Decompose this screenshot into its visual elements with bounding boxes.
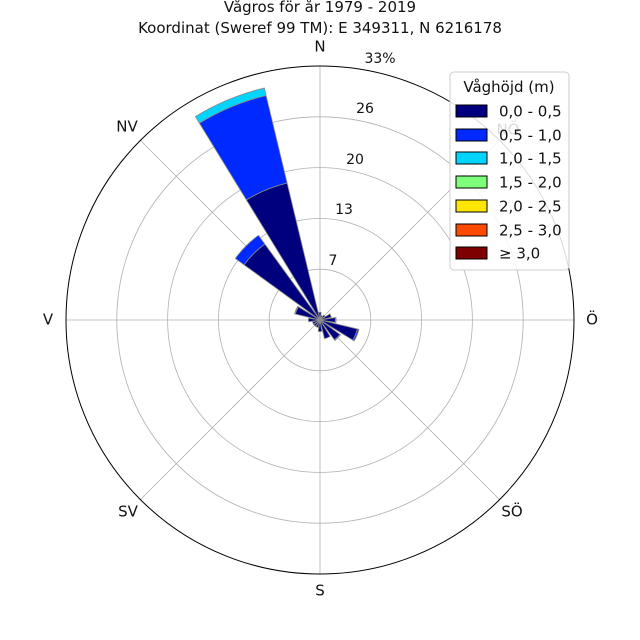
rose-bar-segment [317,319,323,332]
chart-subtitle: Koordinat (Sweref 99 TM): E 349311, N 62… [138,19,502,37]
radial-tick-label-1: 7 [329,253,338,269]
grid-spoke [319,319,500,500]
direction-label-o: Ö [586,310,598,329]
rose-bar-segment [319,314,326,321]
legend-label: 0,0 - 0,5 [499,103,562,121]
legend-swatch [455,151,488,165]
rose-bar-segment [194,87,267,124]
rose-bar-segment [308,317,321,323]
legend-title: Våghöjd (m) [463,78,554,96]
direction-label-s: S [315,582,325,600]
rose-bar-segment [333,333,342,342]
chart-title: Vågros för år 1979 - 2019 [224,0,416,16]
legend-box [449,71,570,271]
legend-swatch [455,104,488,118]
direction-label-v: V [43,311,54,329]
radial-tick-label-3: 20 [346,152,364,168]
rose-bar-segment [319,319,331,340]
rose-bar-segment [334,317,337,323]
legend-swatch [455,223,488,237]
legend-label: 1,5 - 2,0 [499,174,562,192]
rose-bars [194,87,360,342]
legend-label: ≥ 3,0 [499,245,540,263]
rose-bar-segment [294,305,299,315]
radial-tick-label-2: 13 [335,202,353,218]
legend-label: 2,5 - 3,0 [499,222,562,240]
radial-tick-label-5: 33% [364,51,395,67]
legend-swatch [455,175,488,189]
rose-bar-segment [319,313,332,321]
direction-label-sv: SV [118,503,139,521]
legend-swatch [455,128,488,142]
direction-label-nv: NV [116,118,138,136]
direction-label-so: SÖ [501,502,522,521]
legend-label: 0,5 - 1,0 [499,127,562,145]
radial-tick-label-4: 26 [356,101,374,117]
legend: NÖ Våghöjd (m) 0,0 - 0,5 0,5 - 1,0 1,0 -… [449,71,570,271]
polar-boundary [65,65,575,575]
legend-label: 1,0 - 1,5 [499,150,562,168]
rose-bar-segment [352,328,360,342]
legend-label: 2,0 - 2,5 [499,198,562,216]
rose-bar-segment [318,311,322,321]
direction-label-n: N [314,38,325,56]
rose-bar-segment [312,319,321,325]
legend-swatch [455,199,488,213]
grid-spoke [140,319,321,500]
rose-bar-segment [313,319,321,327]
rose-bar-segment [234,234,266,266]
legend-swatch [455,246,488,260]
